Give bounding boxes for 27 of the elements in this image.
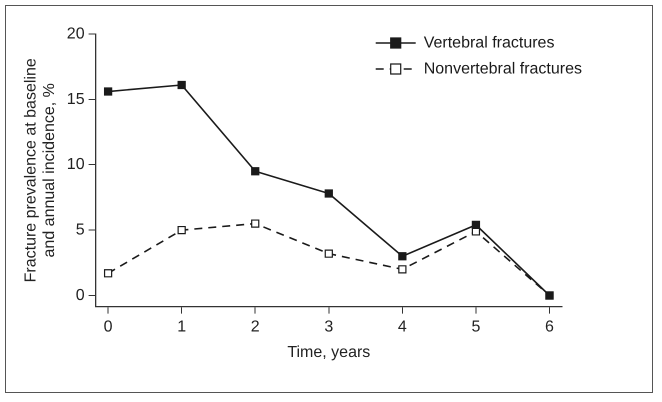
legend-label: Vertebral fractures <box>424 34 554 52</box>
x-tick-label: 5 <box>471 318 480 336</box>
point <box>178 80 186 90</box>
point <box>398 265 406 274</box>
x-tick-label: 0 <box>104 318 113 336</box>
y-tick-label: 10 <box>66 156 85 174</box>
x-tick-label: 2 <box>250 318 260 336</box>
point <box>104 269 112 278</box>
point <box>178 226 186 234</box>
x-tick-label: 6 <box>545 318 554 336</box>
y-tick-label: 0 <box>76 286 85 304</box>
legend-label: Nonvertebral fractures <box>424 60 582 78</box>
y-tick-label: 20 <box>66 25 85 42</box>
x-tick-label: 3 <box>324 318 334 336</box>
point <box>324 189 333 198</box>
point <box>324 250 333 258</box>
x-axis-title: Time, years <box>287 344 370 361</box>
point <box>251 219 260 228</box>
x-tick-label: 1 <box>177 318 186 336</box>
y-axis-title: Fracture prevalence at baseline and annual incidence, % <box>22 58 58 282</box>
point <box>251 167 260 176</box>
y-tick-label: 15 <box>66 90 85 108</box>
point <box>104 87 112 96</box>
point <box>472 220 480 230</box>
point <box>398 252 406 260</box>
x-tick-label: 4 <box>398 318 407 336</box>
y-tick-label: 5 <box>76 222 85 239</box>
